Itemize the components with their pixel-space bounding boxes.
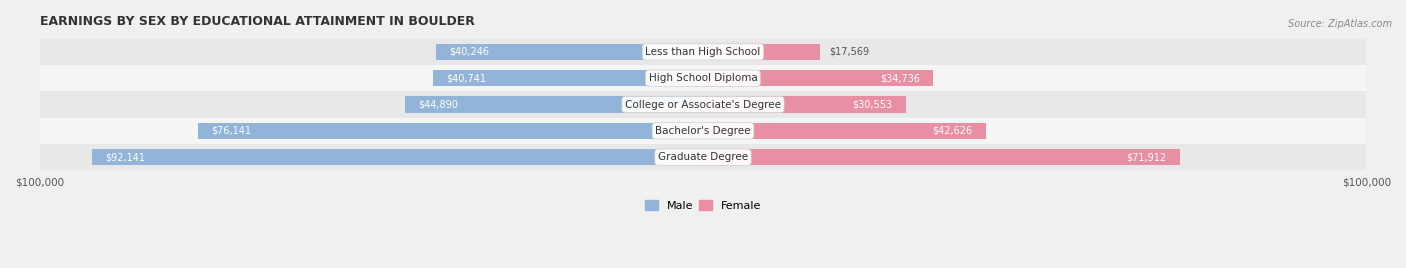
Bar <box>436 44 703 60</box>
Bar <box>703 123 986 139</box>
Bar <box>703 70 934 86</box>
Text: $44,890: $44,890 <box>419 99 458 110</box>
Bar <box>198 123 703 139</box>
Text: $40,246: $40,246 <box>450 47 489 57</box>
Text: $42,626: $42,626 <box>932 126 973 136</box>
Bar <box>703 149 1180 165</box>
Bar <box>39 39 1367 65</box>
Text: Less than High School: Less than High School <box>645 47 761 57</box>
Text: $17,569: $17,569 <box>830 47 870 57</box>
Text: $34,736: $34,736 <box>880 73 920 83</box>
Bar <box>39 65 1367 91</box>
Text: Graduate Degree: Graduate Degree <box>658 152 748 162</box>
Text: Source: ZipAtlas.com: Source: ZipAtlas.com <box>1288 19 1392 29</box>
Legend: Male, Female: Male, Female <box>640 196 766 215</box>
Bar <box>39 118 1367 144</box>
Bar <box>703 96 905 113</box>
Text: $76,141: $76,141 <box>211 126 252 136</box>
Text: EARNINGS BY SEX BY EDUCATIONAL ATTAINMENT IN BOULDER: EARNINGS BY SEX BY EDUCATIONAL ATTAINMEN… <box>39 15 474 28</box>
Bar <box>91 149 703 165</box>
Bar <box>433 70 703 86</box>
Bar <box>703 44 820 60</box>
Text: $71,912: $71,912 <box>1126 152 1167 162</box>
Bar <box>405 96 703 113</box>
Text: College or Associate's Degree: College or Associate's Degree <box>626 99 780 110</box>
Text: $30,553: $30,553 <box>852 99 893 110</box>
Text: High School Diploma: High School Diploma <box>648 73 758 83</box>
Text: $92,141: $92,141 <box>105 152 145 162</box>
Text: $40,741: $40,741 <box>446 73 486 83</box>
Bar <box>39 91 1367 118</box>
Bar <box>39 144 1367 170</box>
Text: Bachelor's Degree: Bachelor's Degree <box>655 126 751 136</box>
